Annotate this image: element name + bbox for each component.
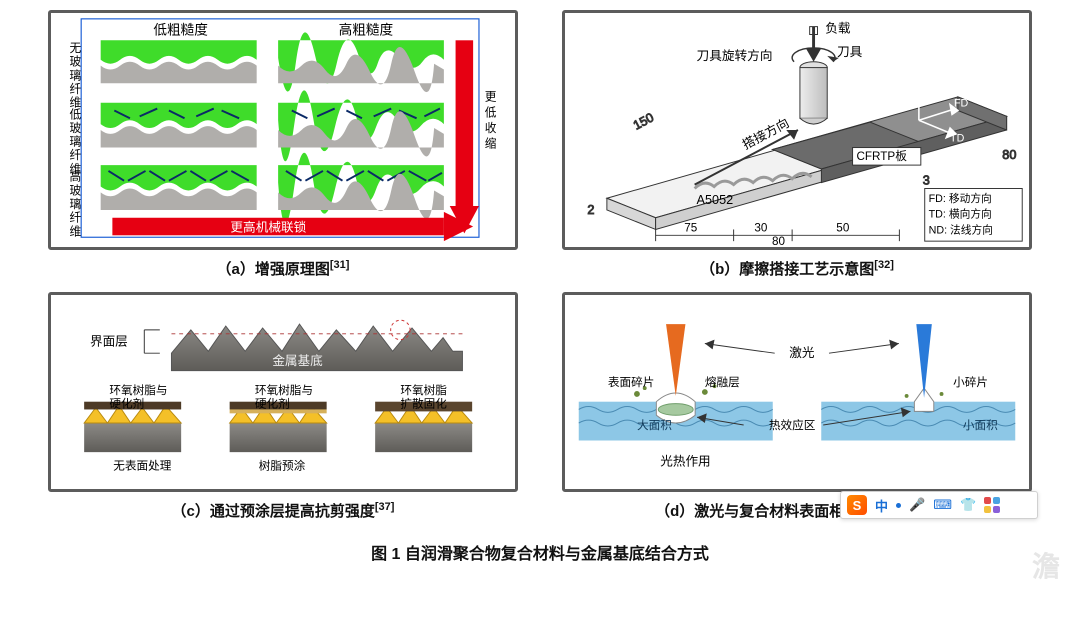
- row-label-2-c0: 高: [69, 170, 81, 184]
- panel-b-svg: 负载 刀具 刀具旋转方向 搭接方向 A5052 CFRTP板 N: [565, 13, 1029, 247]
- label-large-area: 大面积: [637, 418, 672, 432]
- ime-toolbar[interactable]: S 中 🎤 ⌨ 👕: [840, 491, 1038, 519]
- label-substrate: 金属基底: [272, 353, 323, 368]
- caption-b-ref: [32]: [874, 259, 894, 271]
- figure-page: 低粗糙度 高粗糙度 无 玻 璃 纤 维 低 玻 璃 纤 维 高 玻 璃 纤 维: [0, 0, 1080, 641]
- bottom-arrow-label: 更高机械联锁: [230, 219, 306, 234]
- caption-c-ref: [37]: [375, 501, 395, 513]
- v2-left-1: 环氧树脂: [400, 383, 447, 397]
- v1-below: 树脂预涂: [259, 459, 306, 473]
- label-bottom: 光热作用: [660, 455, 710, 469]
- plate-right-label-box: CFRTP板: [853, 148, 921, 166]
- panel-d: 激光 表面碎片 熔融层 小碎片 大面积 热效应区 小面积 光热作用: [562, 292, 1032, 492]
- svg-text:FD: 移动方向: FD: 移动方向: [929, 192, 992, 205]
- v2-left-2: 扩散固化: [400, 397, 447, 411]
- row-label-2-c1: 玻: [69, 184, 81, 197]
- panel-a-svg: 低粗糙度 高粗糙度 无 玻 璃 纤 维 低 玻 璃 纤 维 高 玻 璃 纤 维: [51, 13, 515, 247]
- legend: FD: 移动方向 TD: 横向方向 ND: 法线方向: [925, 189, 1023, 242]
- label-melt: 熔融层: [705, 375, 740, 389]
- v0-left-1: 环氧树脂与: [109, 383, 167, 397]
- right-arrow: [450, 40, 479, 233]
- dim-2: 2: [587, 203, 594, 217]
- label-tool: 刀具: [837, 45, 863, 59]
- row-label-0-c0: 无: [69, 42, 81, 55]
- svg-text:TD: 横向方向: TD: 横向方向: [929, 208, 992, 221]
- v1-left-2: 硬化剂: [255, 397, 290, 411]
- dim-80r: 80: [1002, 148, 1016, 162]
- dim-75: 75: [684, 221, 698, 234]
- row-label-0-c3: 纤: [69, 83, 81, 96]
- dim-150: 150: [631, 110, 656, 132]
- caption-b-text: （b）摩擦搭接工艺示意图: [700, 261, 874, 278]
- toolbox-icon[interactable]: [984, 497, 1000, 513]
- keyboard-icon[interactable]: ⌨: [933, 497, 952, 513]
- tool: [792, 48, 839, 124]
- label-laser: 激光: [789, 346, 815, 360]
- right-arrow-label-2: 收: [485, 121, 497, 135]
- cells: [101, 32, 444, 223]
- v0-left-2: 硬化剂: [109, 397, 144, 411]
- watermark: 澹: [1032, 545, 1062, 585]
- dim-50: 50: [836, 221, 850, 234]
- row-label-1-c1: 玻: [69, 122, 81, 135]
- label-small-area: 小面积: [963, 419, 998, 432]
- panel-c: 界面层 金属基底: [48, 292, 518, 492]
- melt-layer: [658, 404, 693, 416]
- plate-right-label: CFRTP板: [856, 149, 907, 163]
- laser-arrow-r: [829, 344, 899, 354]
- panel-c-svg: 界面层 金属基底: [51, 295, 515, 489]
- axis-fd: FD: [954, 98, 969, 110]
- label-rotation: 刀具旋转方向: [697, 48, 773, 63]
- caption-a: （a）增强原理图[31]: [48, 258, 518, 284]
- ime-punct-icon[interactable]: [896, 503, 901, 508]
- bracket: [144, 330, 160, 353]
- caption-c: （c）通过预涂层提高抗剪强度[37]: [48, 500, 518, 526]
- label-surface-debris: 表面碎片: [608, 375, 655, 389]
- ime-lang-button[interactable]: 中: [875, 496, 888, 515]
- v0-below: 无表面处理: [113, 459, 172, 473]
- right-arrow-label-3: 缩: [485, 137, 497, 151]
- skin-icon[interactable]: 👕: [960, 497, 976, 513]
- laser-orange: [666, 324, 685, 396]
- laser-arrow-l: [705, 344, 775, 354]
- dim-3: 3: [923, 174, 930, 188]
- row-label-1-c3: 纤: [69, 149, 81, 162]
- row-label-0-c1: 玻: [69, 56, 81, 69]
- ime-logo-icon[interactable]: S: [847, 495, 867, 515]
- row-label-0-c2: 璃: [69, 68, 81, 82]
- col-header-high: 高粗糙度: [339, 21, 394, 37]
- figure-main-caption: 图 1 自润滑聚合物复合材料与金属基底结合方式: [48, 540, 1032, 564]
- caption-b: （b）摩擦搭接工艺示意图[32]: [562, 258, 1032, 284]
- panel-d-svg: 激光 表面碎片 熔融层 小碎片 大面积 热效应区 小面积 光热作用: [565, 295, 1029, 489]
- caption-a-text: （a）增强原理图: [217, 261, 330, 278]
- label-small-debris: 小碎片: [953, 375, 988, 389]
- dim-30: 30: [754, 221, 768, 234]
- panel-b: 负载 刀具 刀具旋转方向 搭接方向 A5052 CFRTP板 N: [562, 10, 1032, 250]
- laser-blue: [916, 324, 932, 398]
- axis-nd: ND: [925, 84, 941, 96]
- v1-left-1: 环氧树脂与: [255, 383, 313, 397]
- figure-grid: 低粗糙度 高粗糙度 无 玻 璃 纤 维 低 玻 璃 纤 维 高 玻 璃 纤 维: [48, 10, 1032, 526]
- col-header-low: 低粗糙度: [153, 22, 208, 37]
- label-load: 负载: [825, 22, 851, 36]
- label-haz: 热效应区: [769, 418, 816, 432]
- caption-c-text: （c）通过预涂层提高抗剪强度: [172, 503, 375, 520]
- right-arrow-label-0: 更: [485, 91, 497, 104]
- row-label-2-c2: 璃: [69, 197, 81, 211]
- dim-80: 80: [772, 235, 786, 247]
- plate-left-label: A5052: [697, 193, 734, 207]
- load-arrow: [806, 27, 822, 62]
- row-label-2-c4: 维: [69, 225, 81, 238]
- axis-td: TD: [950, 133, 965, 145]
- right-arrow-label-1: 低: [485, 106, 497, 119]
- row-label-1-c0: 低: [69, 108, 81, 121]
- microphone-icon[interactable]: 🎤: [909, 497, 925, 513]
- row-label-2-c3: 纤: [69, 212, 81, 225]
- caption-a-ref: [31]: [330, 259, 350, 271]
- panel-a: 低粗糙度 高粗糙度 无 玻 璃 纤 维 低 玻 璃 纤 维 高 玻 璃 纤 维: [48, 10, 518, 250]
- svg-text:ND: 法线方向: ND: 法线方向: [929, 223, 993, 236]
- label-interface: 界面层: [90, 334, 128, 348]
- row-label-1-c2: 璃: [69, 135, 81, 149]
